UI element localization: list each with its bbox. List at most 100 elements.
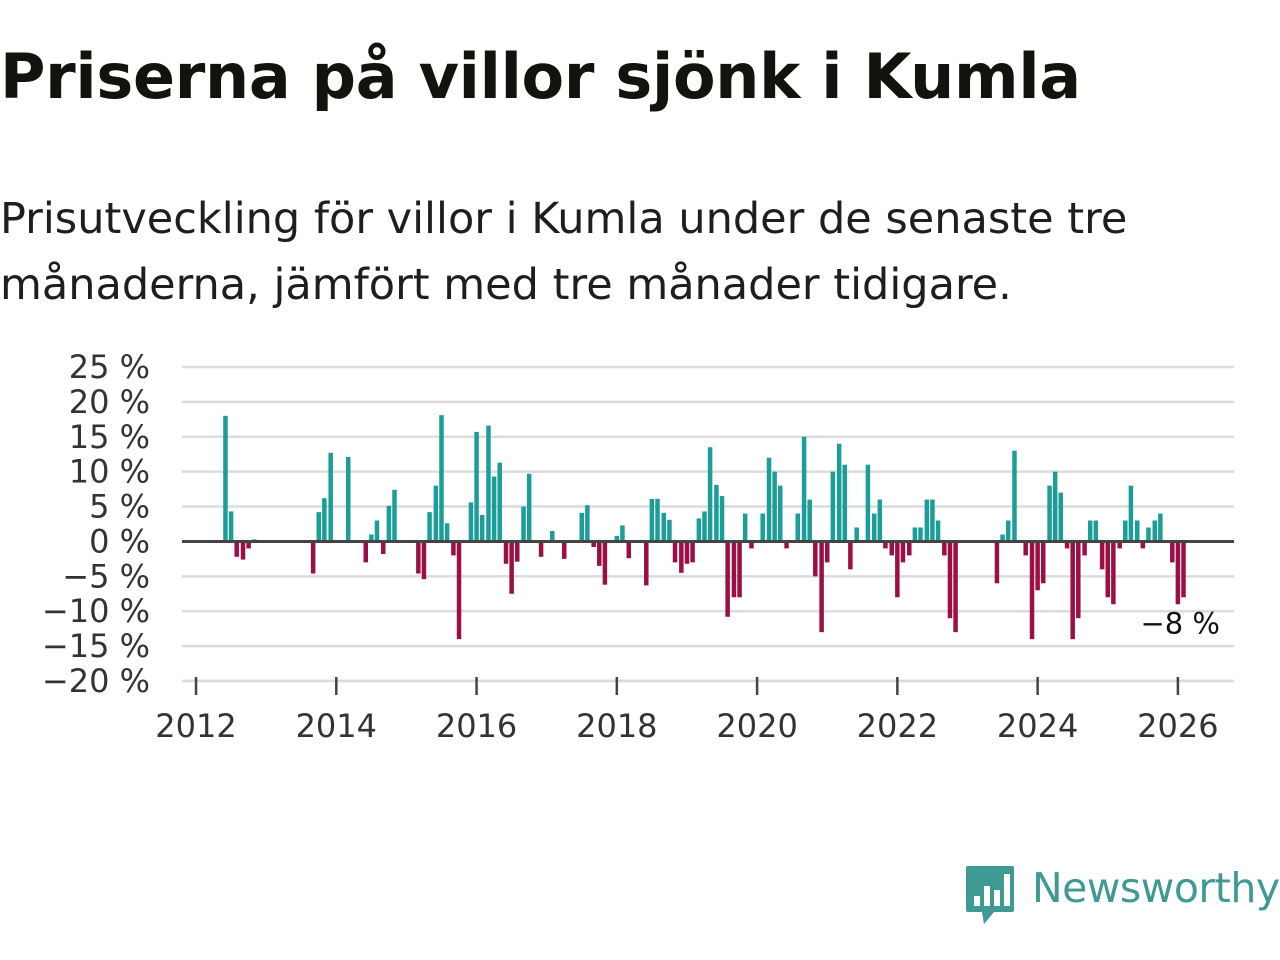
bar (503, 541, 509, 564)
bar (521, 506, 526, 542)
bar (497, 462, 502, 542)
newsworthy-logo-icon (966, 866, 1014, 924)
bar (1076, 541, 1081, 619)
bar (889, 541, 894, 556)
bar (386, 505, 392, 542)
bar (813, 541, 818, 577)
bar (854, 527, 859, 542)
bar (1087, 520, 1093, 542)
bar (731, 541, 737, 598)
bar (994, 541, 1000, 584)
bar (760, 513, 765, 542)
bar (433, 485, 439, 542)
bar (561, 541, 567, 559)
bar (1158, 513, 1163, 542)
bar (392, 489, 397, 542)
y-tick-label: −10 % (42, 592, 150, 630)
x-axis-ticks: 2012 2014 2016 2018 2020 2022 2024 2026 (155, 677, 1219, 745)
bar (777, 485, 783, 542)
x-tick-label: 2014 (296, 707, 377, 745)
bar (328, 452, 333, 542)
bar (439, 415, 444, 542)
bar (526, 473, 532, 542)
bar (514, 541, 520, 562)
bar (1099, 541, 1105, 570)
bar (538, 541, 544, 557)
bar (672, 541, 678, 563)
bar (1058, 492, 1064, 542)
x-tick-label: 2022 (857, 707, 938, 745)
bar (836, 443, 842, 542)
bar (427, 512, 432, 542)
bar (953, 541, 958, 633)
bar (900, 541, 906, 563)
x-tick-label: 2020 (716, 707, 797, 745)
bar (772, 471, 777, 542)
bar (1029, 541, 1035, 640)
y-tick-label: 15 % (69, 418, 150, 456)
bar (228, 511, 234, 542)
bar (749, 541, 754, 549)
bar (223, 415, 228, 542)
bar (1146, 527, 1151, 542)
bar (1117, 541, 1122, 549)
y-tick-label: −20 % (42, 662, 150, 700)
bar (655, 498, 660, 542)
y-tick-label: 25 % (69, 348, 150, 386)
bar (310, 541, 316, 574)
bar (883, 541, 888, 549)
bar (725, 541, 730, 617)
bar (451, 541, 456, 556)
bar (486, 425, 491, 542)
bar (316, 512, 322, 542)
bar (918, 527, 923, 542)
bar (696, 518, 702, 542)
bar (416, 541, 421, 574)
bar (1111, 541, 1116, 605)
bar (1123, 520, 1128, 542)
last-value-annotation: −8 % (1140, 606, 1220, 640)
bar (742, 513, 748, 542)
y-tick-label: 10 % (69, 453, 150, 491)
bar (807, 499, 812, 542)
bar (1012, 450, 1017, 542)
bar (374, 520, 380, 542)
y-tick-label: −15 % (42, 627, 150, 665)
bar (585, 505, 590, 542)
bar (679, 541, 684, 573)
bar (246, 541, 251, 549)
bar (795, 513, 801, 542)
bar (620, 525, 625, 542)
chart-title: Priserna på villor sjönk i Kumla (0, 40, 1081, 113)
bar-chart: 25 %20 %15 %10 %5 %0 %−5 %−10 %−15 %−20 … (42, 348, 1234, 745)
bar (644, 541, 649, 586)
bar (702, 511, 707, 542)
bar (801, 436, 807, 542)
x-axis (182, 539, 1234, 683)
bar (474, 431, 479, 542)
bar (1023, 541, 1028, 556)
x-tick-label: 2016 (436, 707, 517, 745)
bar (479, 514, 485, 542)
bar (369, 534, 374, 542)
brand-name: Newsworthy (1032, 864, 1280, 912)
x-tick-label: 2018 (576, 707, 657, 745)
y-axis-ticks: 25 %20 %15 %10 %5 %0 %−5 %−10 %−15 %−20 … (42, 348, 150, 700)
bar (1152, 520, 1157, 542)
bar (667, 519, 672, 542)
bar (345, 457, 351, 542)
bar (865, 464, 871, 542)
bar (707, 447, 713, 542)
bar (737, 541, 742, 598)
x-tick-label: 2024 (997, 707, 1078, 745)
bar (614, 535, 620, 542)
y-tick-label: 0 % (89, 522, 150, 560)
bar (456, 541, 462, 640)
bar (907, 541, 912, 556)
bar (714, 484, 719, 542)
newsworthy-logo: Newsworthy (964, 862, 1280, 926)
bar (1052, 471, 1058, 542)
bar (1170, 541, 1175, 563)
bar (1134, 520, 1140, 542)
bar (947, 541, 953, 619)
